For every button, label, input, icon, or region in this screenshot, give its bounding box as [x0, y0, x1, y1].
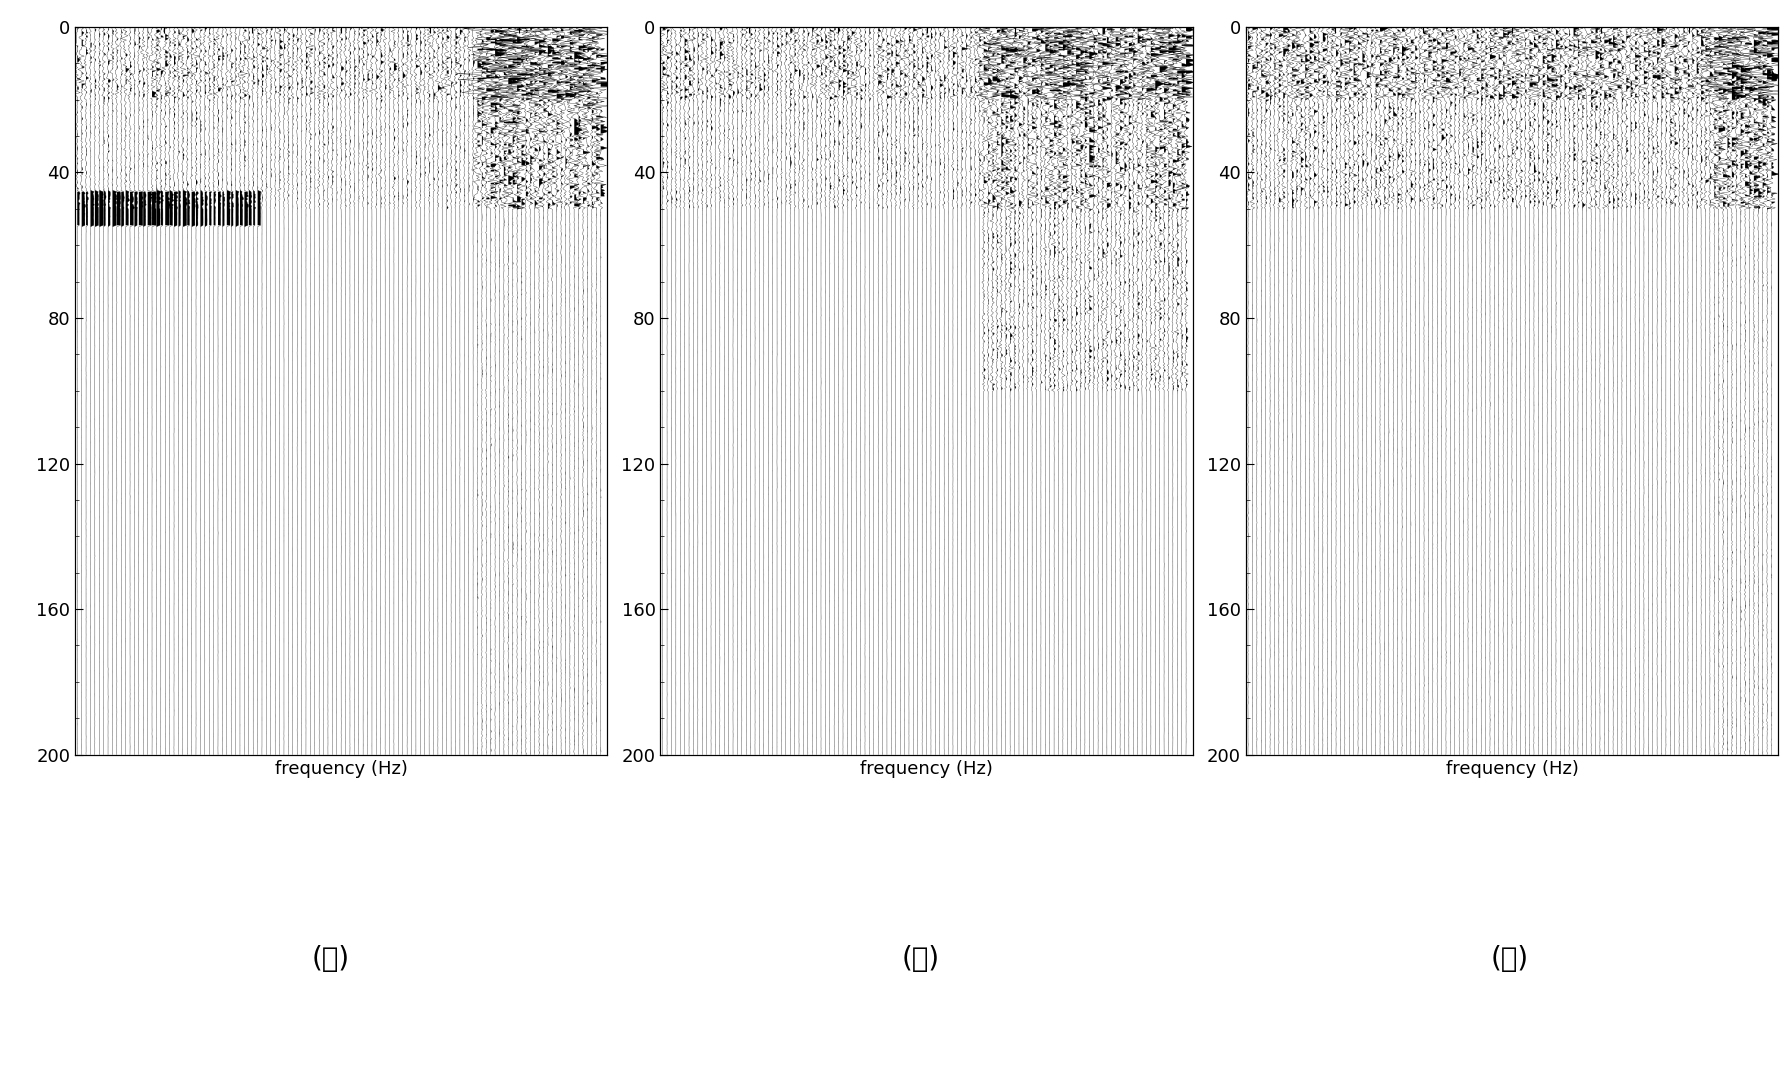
Text: (左): (左)	[311, 945, 350, 973]
X-axis label: frequency (Hz): frequency (Hz)	[1446, 760, 1578, 778]
X-axis label: frequency (Hz): frequency (Hz)	[275, 760, 407, 778]
Text: (中): (中)	[901, 945, 940, 973]
Text: (右): (右)	[1490, 945, 1530, 973]
X-axis label: frequency (Hz): frequency (Hz)	[860, 760, 994, 778]
